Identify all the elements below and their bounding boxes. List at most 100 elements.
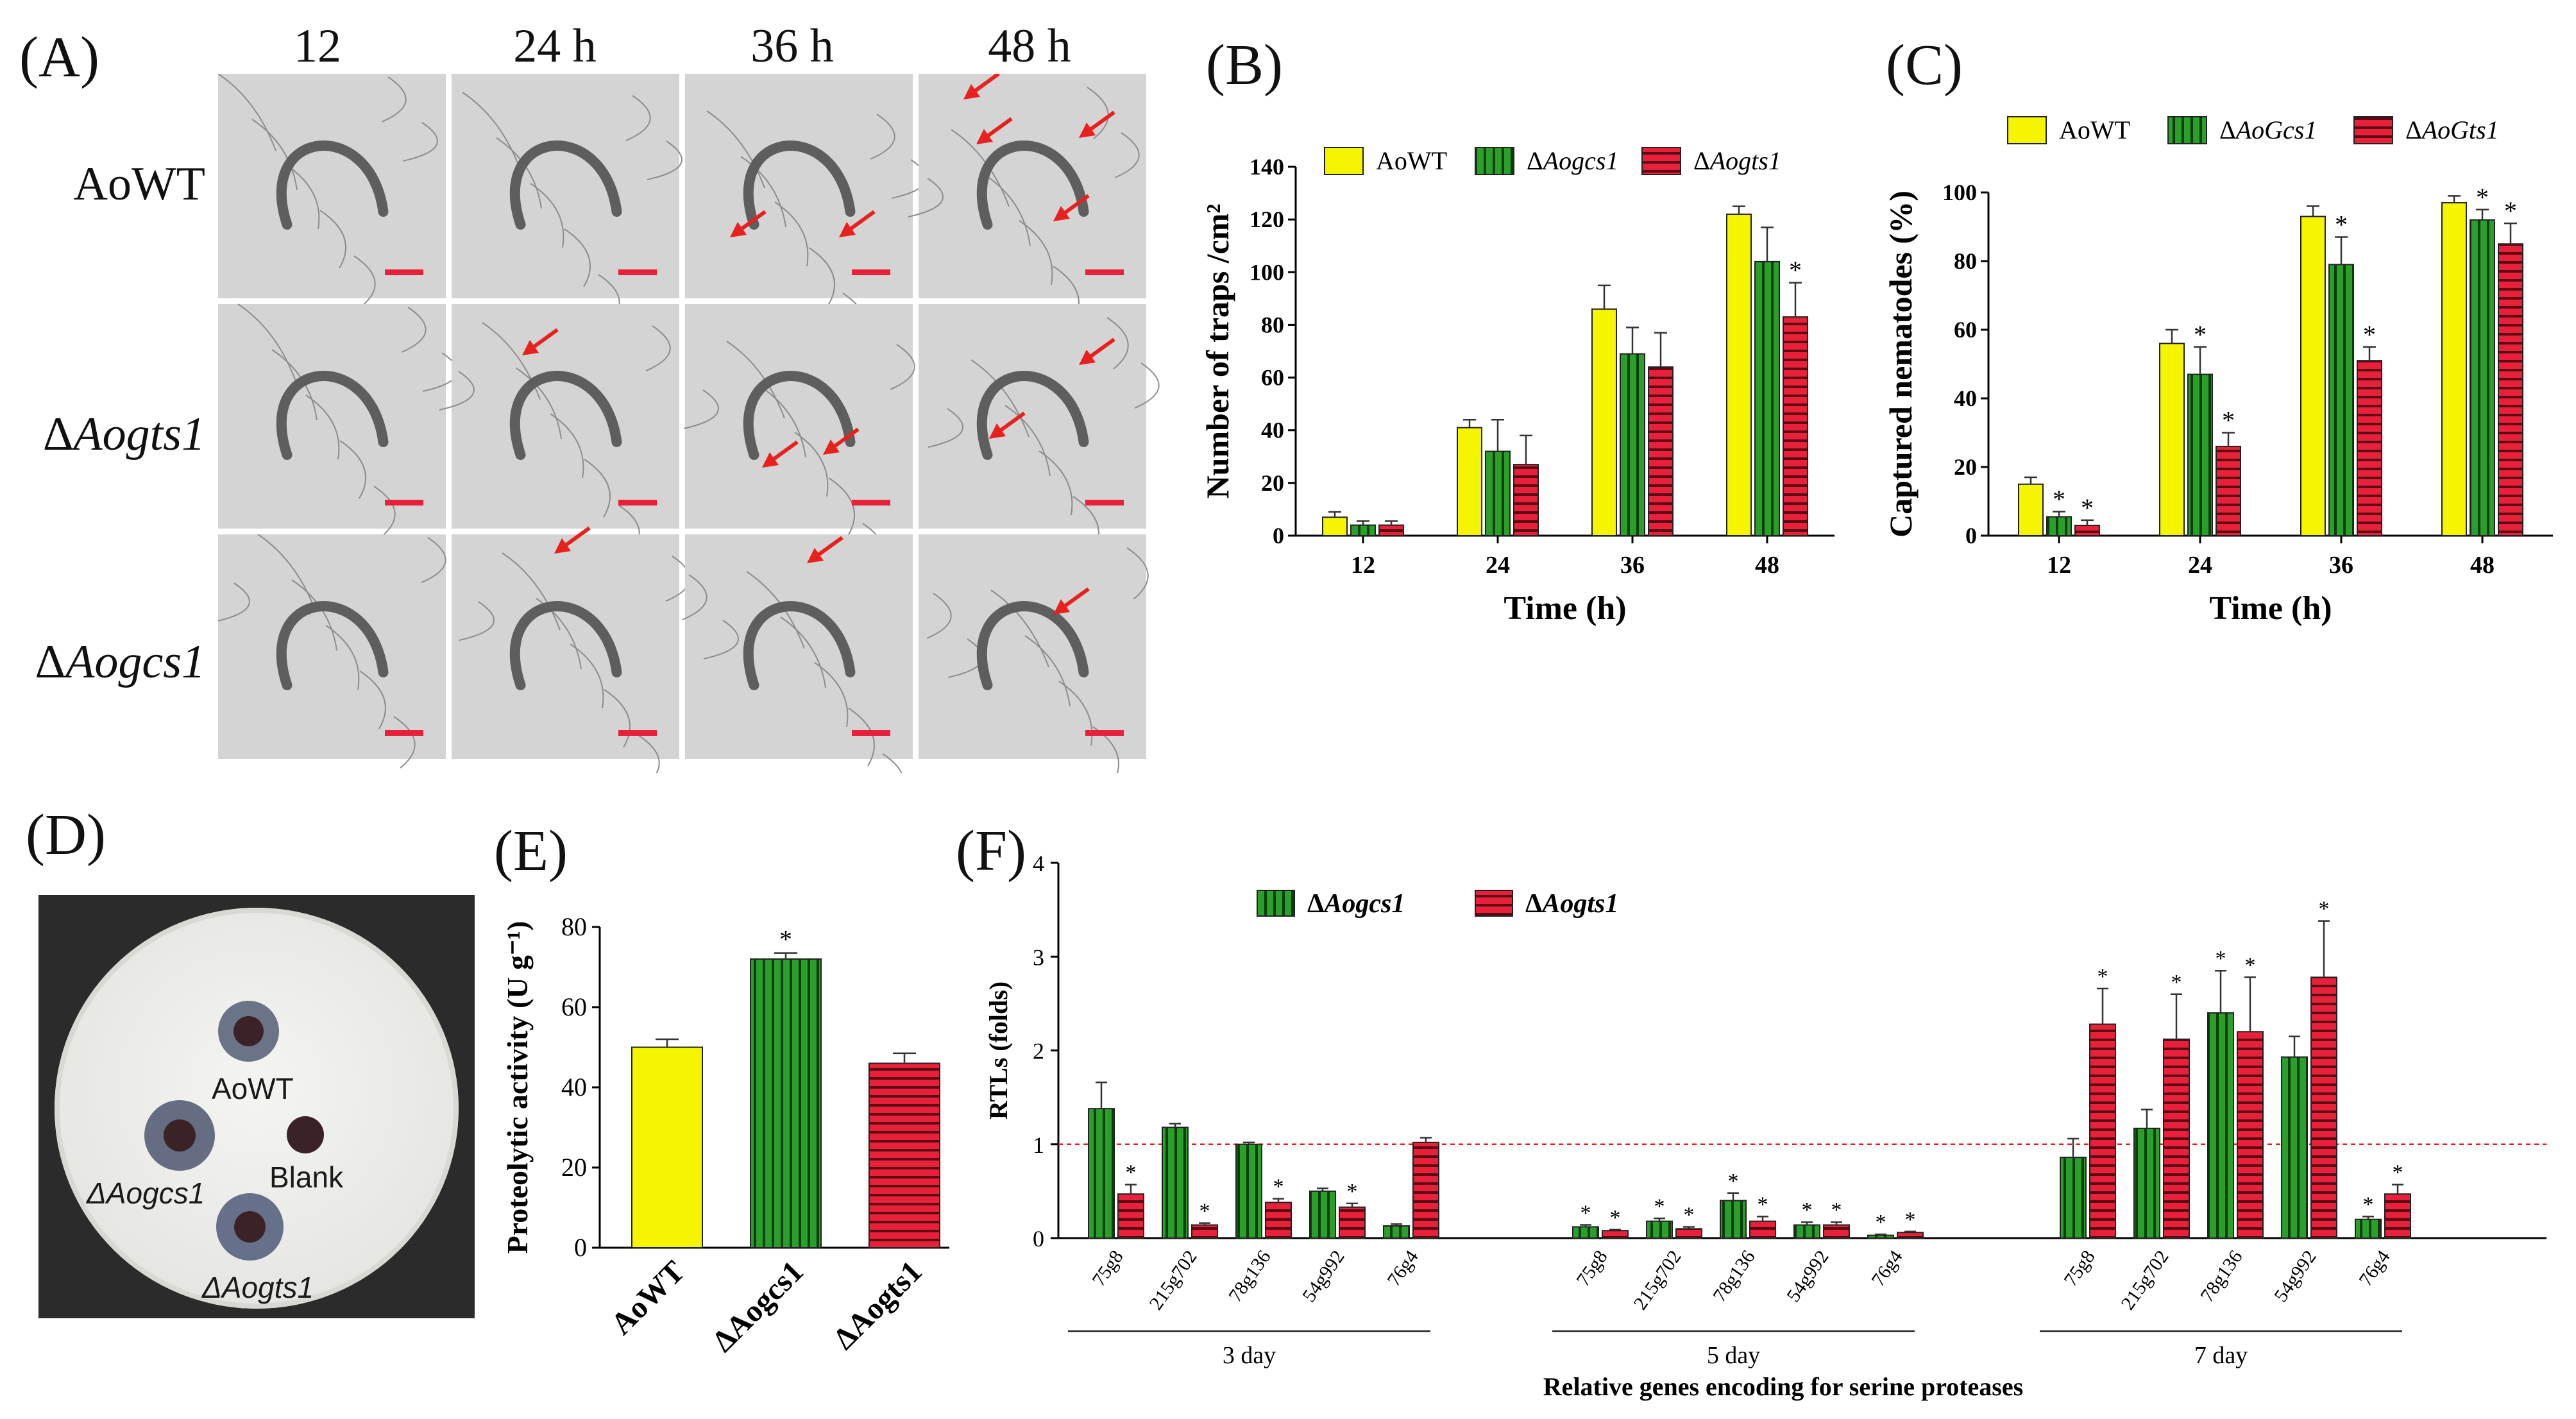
- legend-label-aowt: AoWT: [1376, 146, 1447, 175]
- y-tick-label: 0: [1033, 1226, 1044, 1252]
- bar--aogcs1: [1867, 1234, 1894, 1239]
- hypha: [218, 582, 250, 622]
- column-label-24h: 24 h: [513, 20, 597, 72]
- x-tick-label: 12: [1351, 552, 1375, 579]
- x-axis-title: Relative genes encoding for serine prote…: [1543, 1372, 2023, 1401]
- trap-arrowhead: [1079, 123, 1096, 138]
- hypha: [1134, 362, 1160, 409]
- hypha: [1004, 405, 1051, 477]
- micrograph-grid: [218, 74, 1160, 773]
- x-tick-label: 48: [1755, 552, 1779, 579]
- hypha: [625, 95, 651, 141]
- bar-aowt: [1322, 516, 1348, 536]
- hypha: [401, 307, 427, 353]
- scale-bar: [618, 269, 657, 275]
- bar--aogts1: [2384, 1193, 2411, 1239]
- hypha: [638, 735, 660, 773]
- nematode: [976, 601, 1089, 690]
- nematode: [509, 601, 622, 690]
- nematode: [276, 601, 389, 690]
- hypha: [1114, 132, 1140, 178]
- bar-aowt: [1457, 427, 1482, 536]
- scale-bar: [1085, 730, 1124, 736]
- scale-bar: [385, 269, 423, 275]
- y-axis-title: Number of traps /cm²: [1199, 204, 1235, 499]
- x-tick-label: 36: [2329, 552, 2353, 579]
- significance-star: *: [2081, 493, 2094, 522]
- plate-label-blank: Blank: [269, 1160, 344, 1194]
- column-label-36h: 36 h: [750, 20, 834, 72]
- significance-star: *: [2097, 965, 2108, 989]
- hypha: [928, 408, 963, 448]
- bar--aogcs1: [750, 958, 822, 1248]
- scale-bar: [618, 500, 657, 506]
- bar-aowt: [2159, 343, 2185, 536]
- panel-label-c: (C): [1886, 33, 1963, 97]
- significance-star: *: [1610, 1206, 1621, 1230]
- hypha: [325, 625, 360, 690]
- legend-swatch--aogcs1: [1257, 890, 1295, 917]
- significance-star: *: [2053, 485, 2065, 514]
- nematode: [276, 371, 389, 460]
- hypha: [706, 110, 765, 189]
- scale-bar: [852, 269, 890, 275]
- hypha: [373, 486, 396, 538]
- micrograph-tile: [919, 74, 1146, 298]
- bar--aogcs1: [2133, 1127, 2160, 1239]
- x-tick-label: 48: [2470, 552, 2495, 579]
- hypha: [814, 662, 849, 727]
- bar--aogts1: [2216, 445, 2241, 537]
- significance-star: *: [1654, 1194, 1665, 1218]
- y-axis-title: Captured nematodes (%): [1883, 191, 1919, 538]
- significance-star: *: [779, 925, 792, 954]
- bar--aogcs1: [1754, 260, 1780, 536]
- significance-star: *: [1876, 1211, 1886, 1234]
- column-label-48h: 48 h: [988, 20, 1071, 72]
- significance-star: *: [1758, 1193, 1768, 1216]
- x-tick-label: ΔAogts1: [827, 1254, 929, 1356]
- hypha: [550, 413, 584, 479]
- bar--aogts1: [1339, 1206, 1366, 1239]
- nematode: [743, 601, 856, 690]
- hypha: [421, 537, 446, 583]
- hypha: [305, 395, 340, 460]
- y-tick-label: 80: [561, 912, 587, 941]
- x-tick-label: 24: [1486, 552, 1510, 579]
- significance-star: *: [1580, 1202, 1591, 1225]
- x-tick-label: 54g992: [2270, 1246, 2321, 1306]
- row-label-aogts1: ΔAogts1: [42, 408, 205, 461]
- significance-star: *: [2363, 1193, 2374, 1216]
- hypha: [726, 341, 785, 419]
- hypha: [808, 247, 835, 306]
- y-tick-label: 80: [1261, 312, 1284, 337]
- bar--aogts1: [2310, 976, 2337, 1239]
- significance-star: *: [2335, 210, 2348, 239]
- significance-star: *: [2319, 897, 2330, 921]
- y-tick-label: 0: [1965, 523, 1977, 548]
- bar--aogcs1: [1572, 1226, 1599, 1239]
- y-tick-label: 140: [1250, 154, 1284, 180]
- trap-arrowhead: [807, 548, 824, 563]
- x-tick-label: 76g4: [1867, 1246, 1906, 1290]
- trap-arrowhead: [963, 84, 980, 99]
- hypha: [482, 322, 541, 400]
- x-tick-label: 75g8: [2060, 1246, 2099, 1290]
- x-tick-label: 76g4: [2355, 1246, 2394, 1290]
- hypha: [1126, 547, 1149, 600]
- hypha: [393, 716, 416, 769]
- hypha: [257, 534, 316, 612]
- significance-star: *: [2504, 196, 2517, 225]
- hypha: [1087, 87, 1109, 139]
- significance-star: *: [2222, 406, 2235, 435]
- hypha: [359, 670, 386, 729]
- legend-swatch--aogcs1: [1475, 147, 1514, 175]
- hypha: [1038, 450, 1073, 516]
- trap-arrowhead: [1053, 599, 1070, 615]
- chart-proteolytic: 0 20 40 60 80 AoWT * ΔAogcs1 ΔAogts1 Proteolytic …: [501, 912, 949, 1359]
- hypha: [780, 616, 826, 688]
- nematode: [743, 140, 856, 230]
- y-tick-label: 100: [1250, 259, 1284, 285]
- nematode: [276, 140, 389, 230]
- bar--aogcs1: [1309, 1190, 1336, 1239]
- bar--aogcs1: [2207, 1012, 2234, 1239]
